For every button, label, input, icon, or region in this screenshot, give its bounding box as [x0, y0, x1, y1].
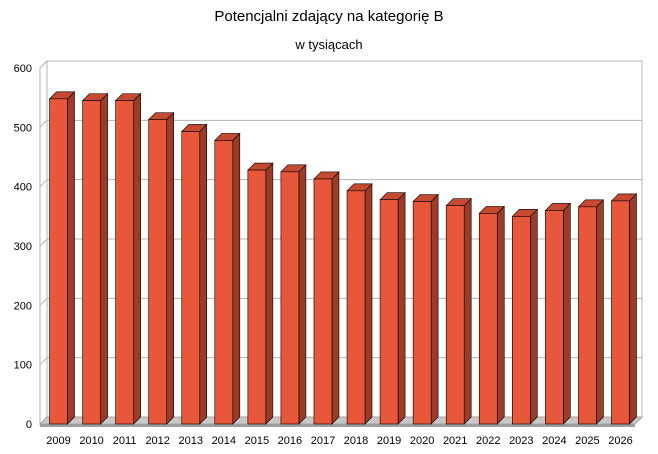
bar-side [463, 197, 472, 425]
bar-front [346, 190, 366, 425]
bar-2016 [280, 164, 307, 425]
bar-front [115, 100, 134, 425]
x-tick-label: 2016 [278, 435, 302, 447]
bar-2009 [48, 91, 76, 425]
grid-layer [39, 60, 643, 425]
bar-2010 [81, 92, 109, 425]
bar-2021 [445, 197, 472, 425]
bar-side [563, 202, 571, 425]
x-tick-label: 2014 [212, 435, 236, 447]
bar-side [496, 205, 505, 425]
bar-2024 [544, 202, 572, 425]
bar-side [232, 132, 241, 425]
bar-side [100, 92, 108, 425]
bar-front [512, 216, 531, 425]
grid-line-side [39, 297, 48, 306]
x-tick-label: 2018 [344, 435, 368, 447]
bar-2022 [478, 205, 505, 425]
bar-2011 [114, 92, 142, 425]
bar-side [629, 193, 637, 425]
x-tick-label: 2026 [608, 435, 632, 447]
x-tick-label: 2020 [410, 435, 434, 447]
x-tick-label: 2023 [509, 435, 533, 447]
bar-front [412, 201, 432, 425]
x-tick-label: 2019 [377, 435, 401, 447]
bar-front [578, 206, 597, 425]
x-tick-label: 2009 [46, 435, 70, 447]
x-tick-label: 2021 [443, 435, 467, 447]
bar-front [82, 100, 101, 425]
bar-side [298, 164, 307, 425]
bar-side [397, 191, 406, 425]
grid-line-side [39, 238, 48, 247]
bar-front [280, 171, 300, 425]
chart-title: Potencjalni zdający na kategorię B [214, 8, 444, 25]
bar-2017 [313, 171, 340, 425]
chart-subtitle: w tysiącach [295, 37, 363, 52]
bar-side [265, 162, 274, 425]
bar-front [247, 169, 267, 425]
bar-side [596, 199, 604, 425]
grid-line-side [39, 179, 48, 188]
bar-2019 [379, 191, 406, 425]
floor-front [40, 424, 635, 427]
bar-2015 [247, 162, 274, 425]
bar-2026 [610, 193, 638, 425]
x-tick-label: 2017 [311, 435, 335, 447]
x-tick-label: 2012 [145, 435, 169, 447]
bar-front [214, 140, 234, 425]
bar-front [445, 205, 465, 425]
bar-side [364, 183, 373, 425]
bar-side [430, 193, 439, 425]
bar-side [530, 208, 538, 425]
bar-side [331, 171, 340, 425]
y-tick-label: 300 [14, 241, 32, 253]
grid-line-side [39, 357, 48, 366]
y-tick-label: 0 [26, 419, 32, 431]
bar-2013 [181, 123, 208, 425]
bar-front [181, 131, 201, 425]
bar-front [611, 200, 630, 425]
bar-2020 [412, 193, 439, 425]
x-tick-label: 2025 [575, 435, 599, 447]
bar-2018 [346, 183, 373, 425]
bar-2014 [214, 132, 241, 425]
x-tick-label: 2015 [245, 435, 269, 447]
x-tick-label: 2022 [476, 435, 500, 447]
bar-side [67, 91, 75, 425]
x-tick-label: 2024 [542, 435, 566, 447]
bar-2012 [147, 111, 175, 425]
y-tick-label: 200 [14, 300, 32, 312]
y-tick-label: 600 [14, 63, 32, 75]
bar-front [148, 119, 167, 425]
bar-front [545, 210, 564, 425]
bar-front [478, 213, 498, 425]
x-axis-ticks: 2009 2010 2011 2012 2013 2014 2015 2016 2017 2018… [46, 435, 632, 447]
bar-front [313, 178, 333, 425]
bars-layer [48, 91, 638, 425]
y-axis-ticks: 0 100 200 300 400 500 600 [14, 63, 32, 431]
x-tick-label: 2013 [179, 435, 203, 447]
bar-2025 [577, 199, 605, 425]
bar-2023 [511, 208, 539, 425]
grid-line-side [39, 119, 48, 128]
y-tick-label: 400 [14, 182, 32, 194]
y-tick-label: 100 [14, 360, 32, 372]
bar-side [166, 111, 174, 425]
x-tick-label: 2011 [113, 435, 137, 447]
bar-side [199, 123, 208, 425]
x-tick-label: 2010 [79, 435, 103, 447]
grid-line-side [39, 60, 48, 69]
bar-front [49, 98, 68, 425]
y-tick-label: 500 [14, 122, 32, 134]
bar-side [133, 92, 141, 425]
bar-front [379, 199, 399, 425]
